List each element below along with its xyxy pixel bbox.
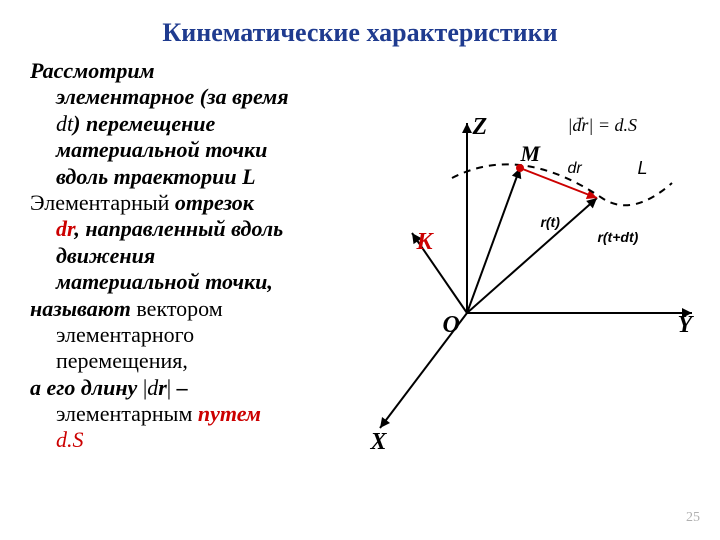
content-row: Рассмотримэлементарное (за времяdt) пере… bbox=[0, 48, 720, 478]
label-rtdt: r(t+dt) bbox=[597, 229, 638, 245]
equation: |dr→| = d.S bbox=[567, 115, 637, 136]
label-Y: Y bbox=[677, 312, 692, 339]
page-number: 25 bbox=[686, 510, 700, 526]
para-4: а его длину |dr| –элементарным путемd.S bbox=[30, 375, 372, 454]
body-text: Рассмотримэлементарное (за времяdt) пере… bbox=[30, 58, 372, 478]
label-X: X bbox=[370, 429, 386, 456]
label-O: O bbox=[442, 312, 459, 339]
page-title: Кинематические характеристики bbox=[0, 0, 720, 48]
vector-diagram bbox=[372, 58, 702, 478]
para-3: называют векторомэлементарногоперемещени… bbox=[30, 296, 372, 375]
label-M: M bbox=[520, 141, 540, 167]
label-L: L bbox=[637, 158, 647, 179]
para-1: Рассмотримэлементарное (за времяdt) пере… bbox=[30, 58, 372, 190]
diagram-area: Z Mdr Lr(t) r(t+dt) K O Y X |dr→| = d.S bbox=[372, 58, 700, 478]
label-Z: Z bbox=[472, 114, 487, 141]
label-rt: r(t) bbox=[540, 214, 559, 230]
label-K: K bbox=[416, 229, 432, 256]
label-dr: dr bbox=[567, 160, 581, 178]
para-2: Элементарный отрезокdr, направленный вдо… bbox=[30, 190, 372, 296]
